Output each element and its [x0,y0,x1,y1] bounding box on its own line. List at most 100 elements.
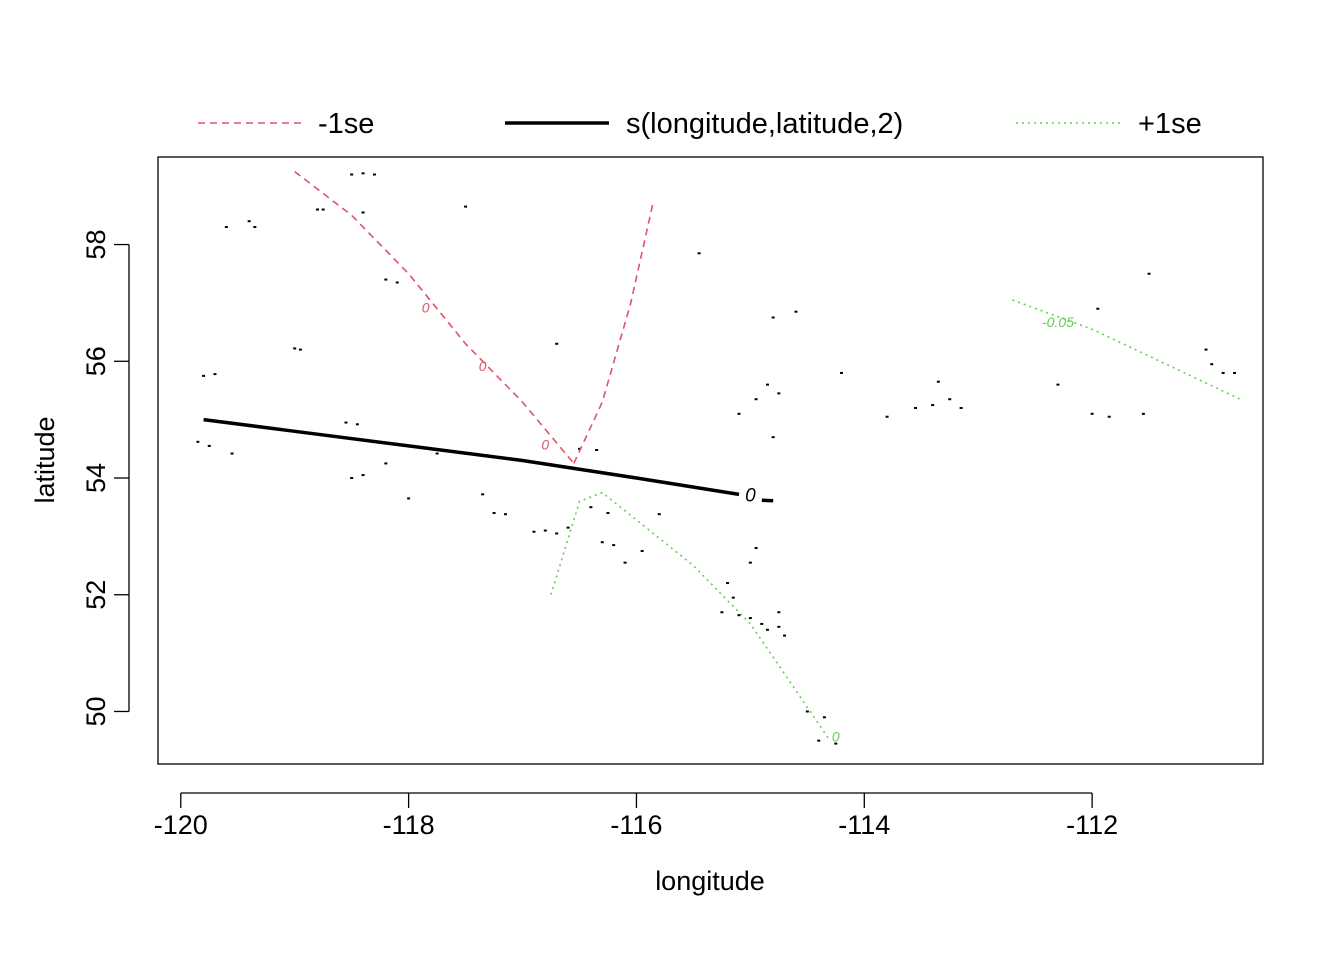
x-tick-label: -120 [154,810,208,840]
data-point [794,310,798,313]
data-point [771,436,775,439]
data-point [384,278,388,281]
data-point [754,547,758,550]
legend-label-minus-1se: -1se [318,108,374,140]
data-point [777,392,781,395]
data-point [492,512,496,515]
y-tick-label: 52 [81,580,111,610]
data-point [253,226,257,229]
data-point [1090,412,1094,415]
data-point [1221,371,1225,374]
contour-line-fit [761,498,774,503]
data-point [395,281,399,284]
data-point [612,544,616,547]
data-point [1233,371,1237,374]
data-point [464,205,468,208]
data-point [321,208,325,211]
data-point [1056,383,1060,386]
contour-line-fit [203,417,740,497]
data-point [748,617,752,620]
contour-lines [203,170,1241,742]
x-tick-label: -112 [1066,810,1118,840]
y-tick-label: 56 [81,346,111,376]
data-point [315,208,319,211]
y-tick-label: 58 [81,230,111,260]
contour-level-label: 0 [832,728,840,744]
data-point [657,513,661,516]
data-point [737,614,741,617]
legend: -1se s(longitude,latitude,2) +1se [198,108,1202,140]
data-point [247,220,251,223]
data-point [213,373,217,376]
data-point [543,529,547,532]
data-points [196,172,1237,745]
data-point [555,532,559,535]
data-point [834,742,838,745]
contour-level-labels: 0 0 0 0 0 -0.05 [422,299,1074,744]
data-point [361,172,365,175]
data-point [202,374,206,377]
data-point [623,561,627,564]
data-point [914,406,918,409]
data-point [606,512,610,515]
data-point [293,347,297,350]
data-point [224,226,228,229]
data-point [726,582,730,585]
data-point [760,622,764,625]
y-axis: 50 52 54 56 58 [81,230,130,726]
data-point [936,380,940,383]
data-point [805,710,809,713]
legend-label-plus-1se: +1se [1138,108,1202,140]
data-point [1141,412,1145,415]
data-point [1204,348,1208,351]
data-point [817,739,821,742]
data-point [765,383,769,386]
data-point [435,452,439,455]
data-point [748,561,752,564]
data-point [230,452,234,455]
data-point [737,412,741,415]
data-point [640,549,644,552]
data-point [822,716,826,719]
data-point [372,173,376,176]
data-point [840,371,844,374]
data-point [207,444,211,447]
data-point [777,625,781,628]
data-point [361,474,365,477]
data-point [589,506,593,509]
contour-line-plus-1se [1012,299,1241,400]
data-point [355,423,359,426]
data-point [600,541,604,544]
data-point [771,316,775,319]
data-point [350,477,354,480]
data-point [931,404,935,407]
data-point [384,462,388,465]
data-point [720,611,724,614]
contour-level-label: 0 [541,437,549,453]
data-point [783,634,787,637]
data-point [731,596,735,599]
data-point [344,421,348,424]
contour-level-label: -0.05 [1042,314,1074,330]
legend-label-fit: s(longitude,latitude,2) [626,108,903,140]
data-point [959,406,963,409]
contour-level-label: 0 [422,299,430,315]
x-axis-title: longitude [655,866,765,896]
data-point [298,348,302,351]
data-point [595,448,599,451]
data-point [577,447,581,450]
x-tick-label: -118 [383,810,435,840]
data-point [532,530,536,533]
data-point [481,493,485,496]
data-point [1096,307,1100,310]
data-point [777,611,781,614]
data-point [697,252,701,255]
y-tick-label: 50 [81,696,111,726]
contour-line-plus-1se [550,491,831,742]
contour-line-minus-1se [294,170,575,464]
data-point [350,173,354,176]
data-point [885,415,889,418]
data-point [566,526,570,529]
